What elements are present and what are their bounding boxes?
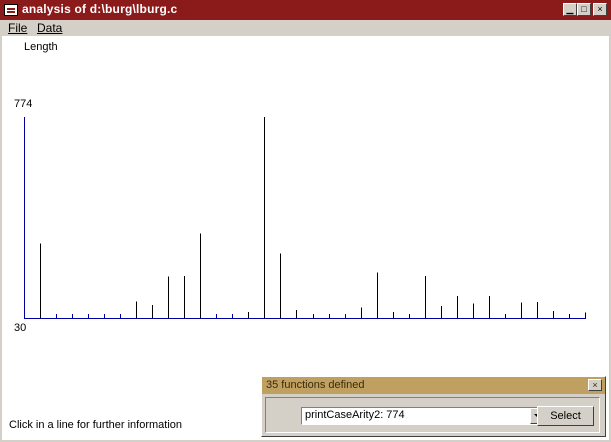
menu-bar: File Data xyxy=(0,20,611,36)
select-button[interactable]: Select xyxy=(537,406,594,426)
y-min-label: 30 xyxy=(14,322,27,334)
chart-canvas[interactable]: Length 774 30 Click in a line for furthe… xyxy=(2,36,609,440)
window-controls: ▁ □ × xyxy=(563,3,607,16)
dialog-close-button[interactable]: × xyxy=(588,379,602,391)
y-axis-title: Length xyxy=(24,41,58,53)
menu-data[interactable]: Data xyxy=(37,21,62,35)
app-icon[interactable] xyxy=(4,4,18,16)
maximize-button[interactable]: □ xyxy=(577,3,591,16)
minimize-button[interactable]: ▁ xyxy=(563,3,577,16)
status-hint: Click in a line for further information xyxy=(9,419,183,431)
y-max-label: 774 xyxy=(14,98,33,110)
title-bar[interactable]: analysis of d:\burg\lburg.c ▁ □ × xyxy=(0,0,611,20)
menu-data-label: Data xyxy=(37,21,63,35)
functions-dialog: 35 functions defined × printCaseArity2: … xyxy=(261,376,606,437)
close-button[interactable]: × xyxy=(593,3,607,16)
function-combobox-value: printCaseArity2: 774 xyxy=(305,409,405,421)
menu-file-label: File xyxy=(8,21,28,35)
function-combobox[interactable]: printCaseArity2: 774 xyxy=(301,407,547,425)
window-title: analysis of d:\burg\lburg.c xyxy=(22,2,178,16)
bar-chart[interactable] xyxy=(2,36,609,440)
dialog-title: 35 functions defined xyxy=(266,379,365,391)
dialog-title-bar[interactable]: 35 functions defined × xyxy=(262,377,605,394)
dialog-body: printCaseArity2: 774 Select xyxy=(265,397,600,433)
menu-file[interactable]: File xyxy=(8,21,27,35)
